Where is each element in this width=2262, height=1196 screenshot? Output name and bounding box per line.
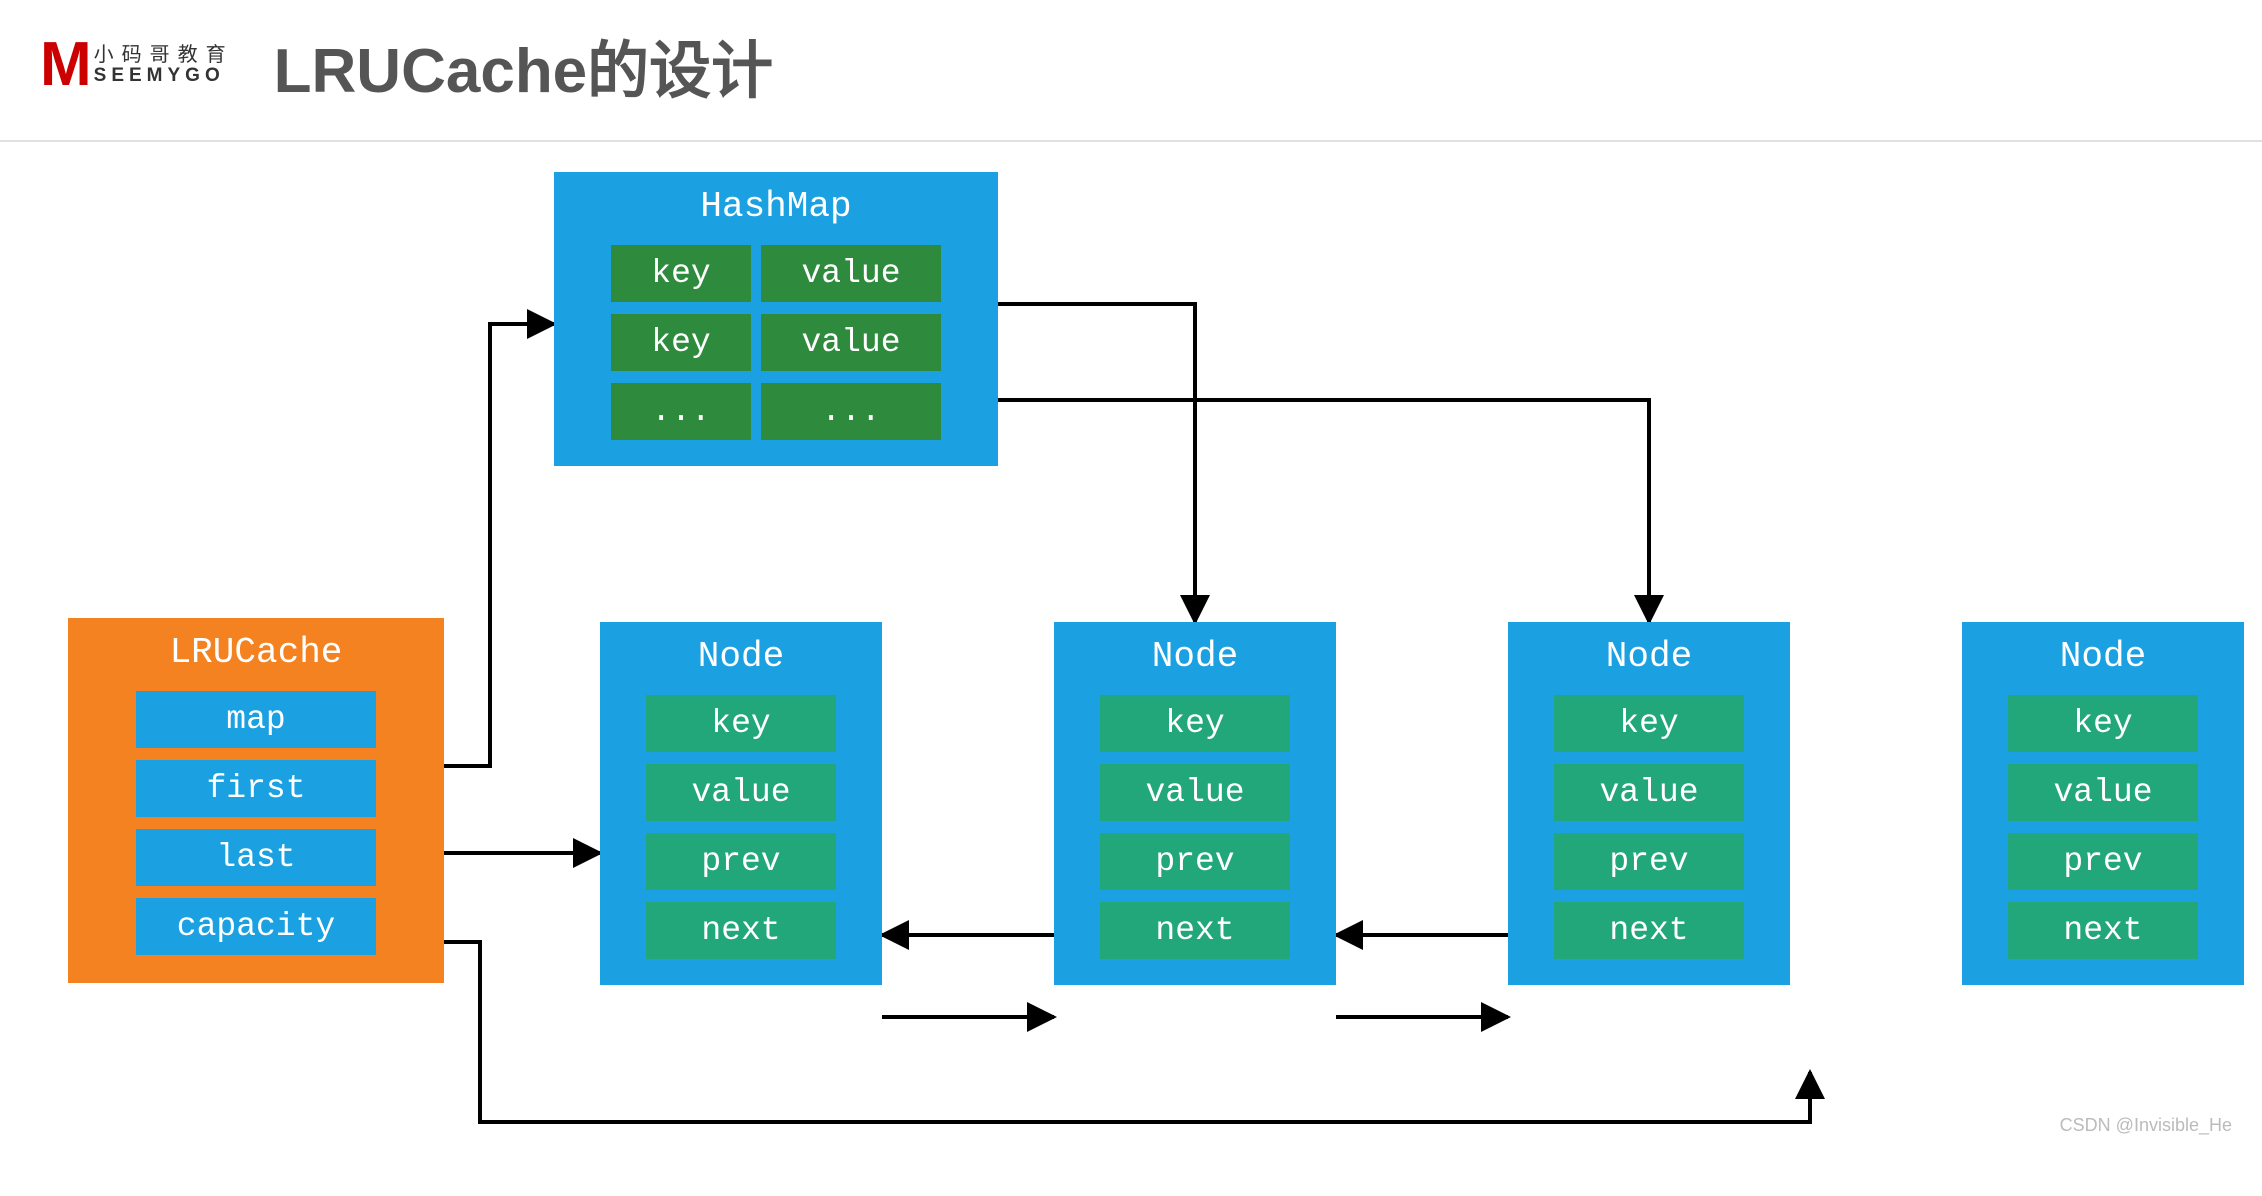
node-field-value: value [1100, 764, 1290, 821]
lrucache-field-map: map [136, 691, 376, 748]
hashmap-value: value [761, 245, 941, 302]
node-field-value: value [1554, 764, 1744, 821]
node-field-next: next [2008, 902, 2198, 959]
node-field-prev: prev [2008, 833, 2198, 890]
node-box-1: Nodekey value prev next [600, 622, 882, 985]
lrucache-field-capacity: capacity [136, 898, 376, 955]
logo-letter: M [40, 34, 86, 96]
node-field-key: key [2008, 695, 2198, 752]
node-title: Node [1054, 622, 1336, 695]
hashmap-value: ... [761, 383, 941, 440]
header: M 小码哥教育 SEEMYGO LRUCache的设计 [0, 0, 2262, 142]
hashmap-title: HashMap [554, 172, 998, 245]
node-field-value: value [646, 764, 836, 821]
node-field-value: value [2008, 764, 2198, 821]
node-field-next: next [1100, 902, 1290, 959]
hashmap-row: keyvalue [554, 245, 998, 302]
hashmap-box: HashMap keyvaluekeyvalue...... [554, 172, 998, 466]
page-title: LRUCache的设计 [274, 20, 774, 110]
lrucache-field-last: last [136, 829, 376, 886]
node-field-next: next [646, 902, 836, 959]
node-field-prev: prev [1554, 833, 1744, 890]
arrow-hashmap-v2-node3 [940, 400, 1649, 622]
hashmap-row: ...... [554, 383, 998, 440]
arrow-map-to-hashmap [436, 324, 554, 766]
node-field-key: key [1554, 695, 1744, 752]
node-title: Node [1962, 622, 2244, 695]
hashmap-key: key [611, 245, 751, 302]
lrucache-box: LRUCache map first last capacity [68, 618, 444, 983]
node-box-3: Nodekey value prev next [1508, 622, 1790, 985]
hashmap-value: value [761, 314, 941, 371]
hashmap-key: key [611, 314, 751, 371]
diagram-canvas: LRUCache map first last capacity HashMap ke… [0, 142, 2262, 1142]
node-title: Node [600, 622, 882, 695]
lrucache-title: LRUCache [68, 618, 444, 691]
node-field-next: next [1554, 902, 1744, 959]
watermark: CSDN @Invisible_He [2060, 1115, 2232, 1136]
hashmap-key: ... [611, 383, 751, 440]
logo-en: SEEMYGO [94, 66, 234, 87]
node-box-2: Nodekey value prev next [1054, 622, 1336, 985]
node-box-4: Nodekey value prev next [1962, 622, 2244, 985]
node-field-prev: prev [646, 833, 836, 890]
hashmap-row: keyvalue [554, 314, 998, 371]
logo: M 小码哥教育 SEEMYGO [40, 34, 234, 96]
node-field-key: key [646, 695, 836, 752]
node-field-prev: prev [1100, 833, 1290, 890]
logo-cn: 小码哥教育 [94, 44, 234, 66]
lrucache-field-first: first [136, 760, 376, 817]
node-field-key: key [1100, 695, 1290, 752]
node-title: Node [1508, 622, 1790, 695]
logo-text: 小码哥教育 SEEMYGO [94, 44, 234, 87]
